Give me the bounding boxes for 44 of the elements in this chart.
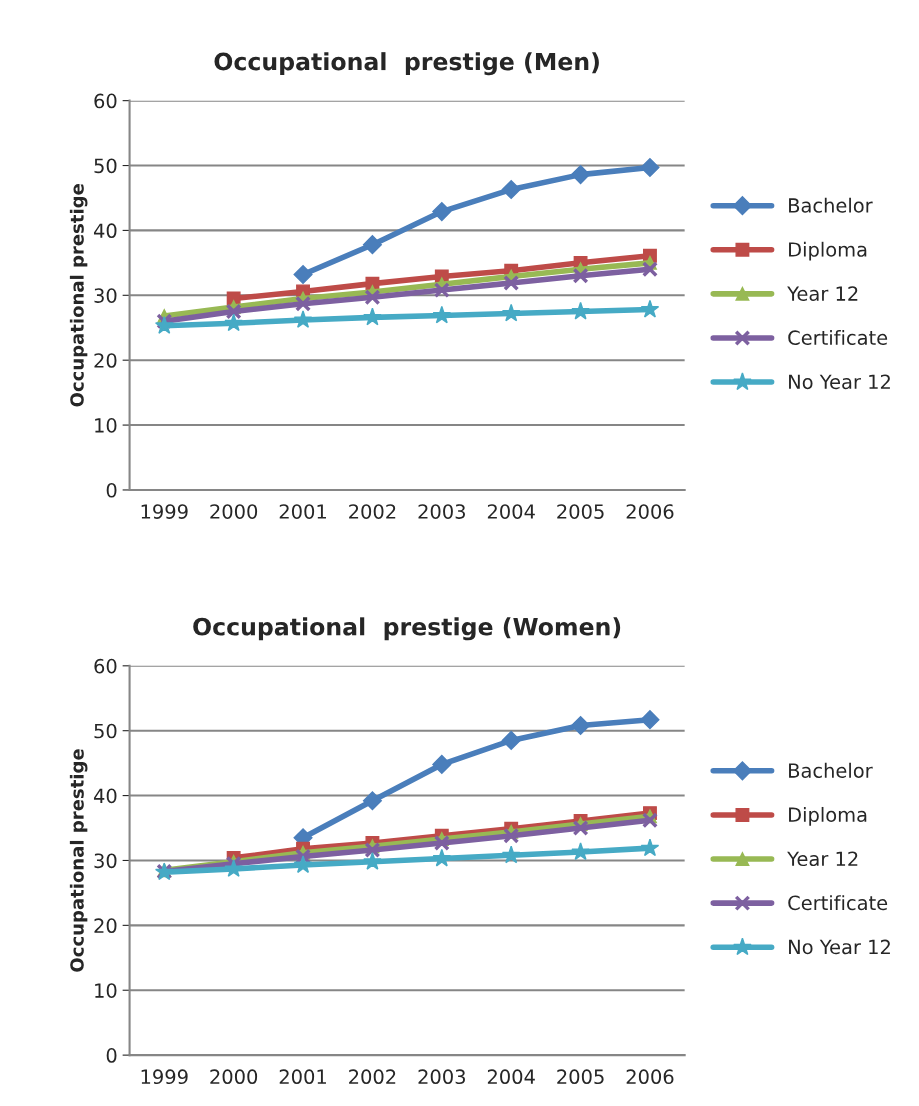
y-tick-label: 50 <box>94 158 117 174</box>
y-tick-label: 40 <box>93 788 117 804</box>
legend-label: Bachelor <box>789 762 873 778</box>
y-tick-label: 10 <box>95 418 117 433</box>
y-tick-label: 40 <box>93 223 117 239</box>
x-tick-label: 2003 <box>418 1069 465 1085</box>
y-tick-label: 10 <box>95 983 117 998</box>
chart-title: Occupational prestige (Men) <box>214 52 599 76</box>
y-tick-label: 60 <box>94 658 117 674</box>
y-tick-label: 20 <box>94 353 117 368</box>
x-tick-label: 2006 <box>626 1069 674 1085</box>
chart-title: Occupational prestige (Women) <box>193 617 621 641</box>
legend-label: No Year 12 <box>789 374 890 390</box>
x-tick-label: 2005 <box>557 1069 604 1085</box>
x-tick-label: 2004 <box>487 504 535 519</box>
x-tick-label: 2002 <box>349 504 396 519</box>
x-tick-label: 2002 <box>349 1069 396 1085</box>
y-tick-label: 30 <box>94 853 117 869</box>
legend-label: Bachelor <box>789 197 873 213</box>
x-tick-label: 2000 <box>210 1069 258 1085</box>
x-tick-label: 2005 <box>557 504 604 519</box>
legend-label: Diploma <box>789 806 867 826</box>
x-tick-label: 2004 <box>487 1069 535 1085</box>
y-tick-label: 30 <box>94 288 117 303</box>
y-axis-title: Occupational prestige <box>69 184 88 407</box>
x-tick-label: 1999 <box>141 504 188 519</box>
legend-label: Certificate <box>788 895 888 911</box>
legend-label: No Year 12 <box>789 939 890 955</box>
legend-label: Diploma <box>789 241 867 261</box>
y-tick-label: 50 <box>94 723 117 739</box>
x-tick-label: 2001 <box>279 1069 326 1085</box>
x-tick-label: 2000 <box>210 504 258 519</box>
y-tick-label: 0 <box>106 482 117 498</box>
legend-label: Year 12 <box>787 851 858 867</box>
x-tick-label: 2006 <box>626 504 674 519</box>
x-tick-label: 2001 <box>279 504 326 519</box>
y-tick-label: 0 <box>106 1048 117 1063</box>
x-tick-label: 1999 <box>141 1069 188 1085</box>
legend-label: Year 12 <box>787 286 858 301</box>
y-tick-label: 60 <box>94 93 117 109</box>
legend-label: Certificate <box>788 329 888 346</box>
y-axis-title: Occupational prestige <box>69 749 88 972</box>
x-tick-label: 2003 <box>418 504 465 519</box>
y-tick-label: 20 <box>94 918 117 934</box>
